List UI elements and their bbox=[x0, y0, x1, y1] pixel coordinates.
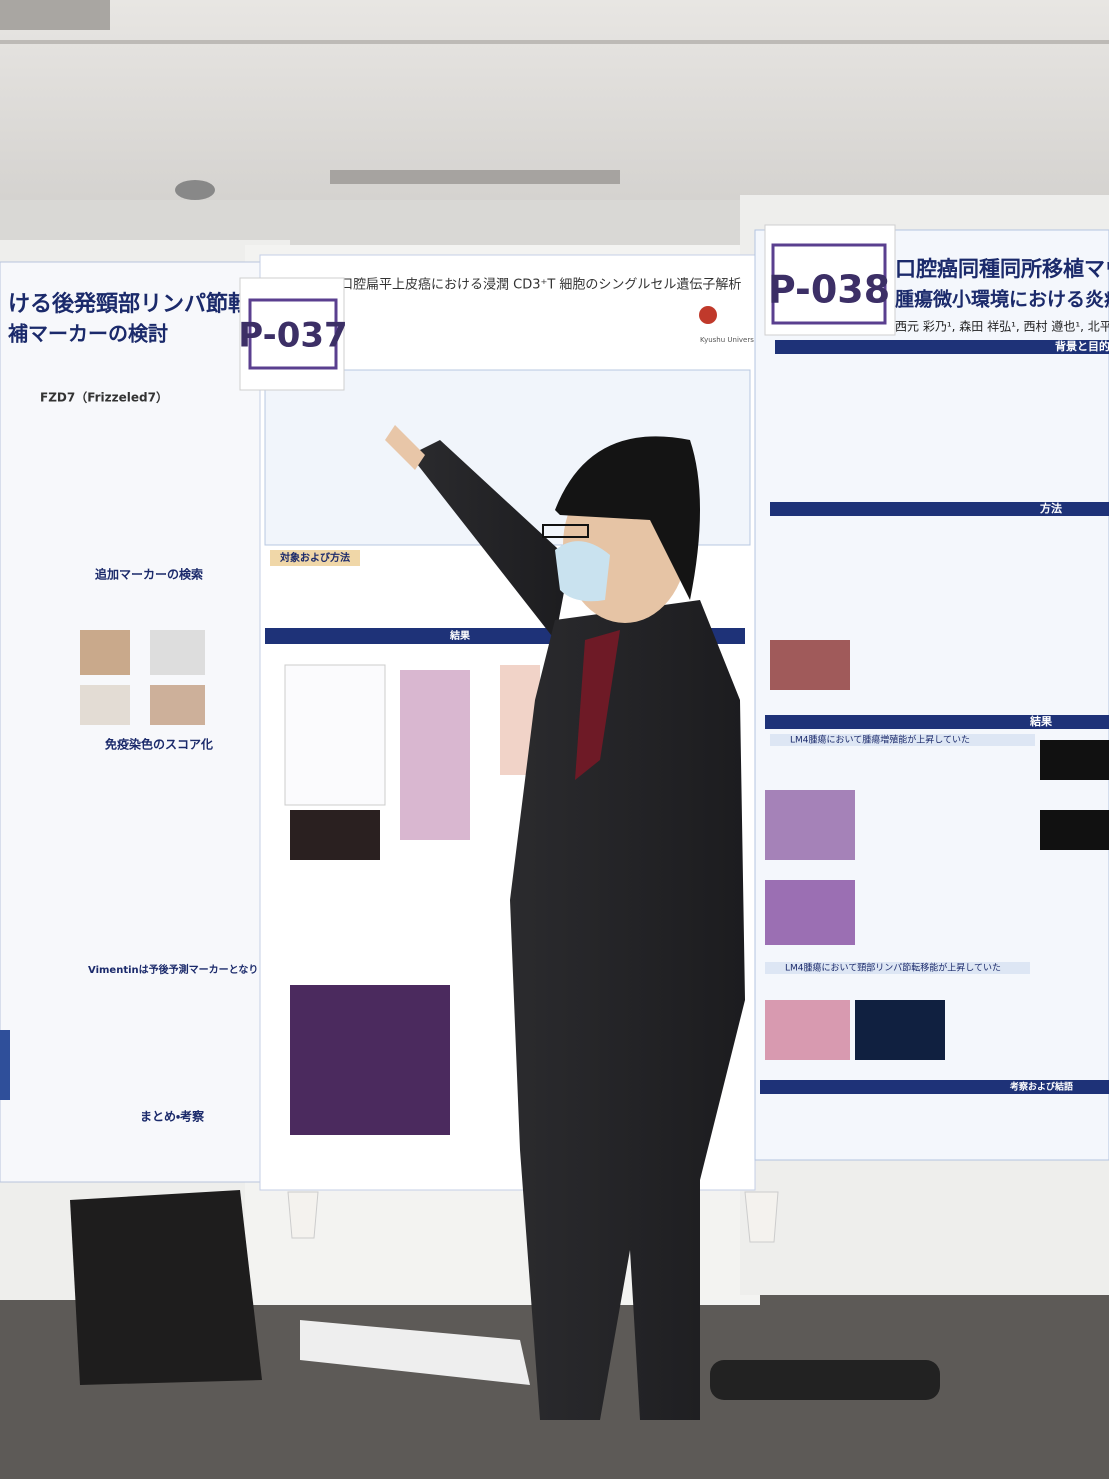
hand bbox=[385, 425, 425, 470]
logo bbox=[699, 306, 717, 324]
header-box bbox=[270, 550, 360, 566]
poster-title: 口腔癌同種同所移植マウスモデ bbox=[895, 257, 1109, 281]
figure bbox=[80, 685, 130, 725]
figure bbox=[770, 640, 850, 690]
header-bar bbox=[760, 1080, 1109, 1094]
figure bbox=[1040, 810, 1109, 850]
section-heading: 方法 bbox=[1040, 501, 1062, 515]
figure bbox=[150, 630, 205, 675]
subheader bbox=[765, 962, 1030, 974]
heatmap bbox=[400, 670, 470, 840]
mask bbox=[555, 541, 610, 602]
ceiling-line bbox=[0, 40, 1109, 44]
section-heading: 考察および結語 bbox=[1009, 1081, 1073, 1093]
sprinkler bbox=[175, 180, 215, 200]
cup bbox=[287, 1191, 319, 1239]
figure bbox=[0, 1030, 10, 1100]
affiliation: Kyushu University bbox=[700, 336, 763, 344]
section-heading: 免疫染色のスコア化 bbox=[104, 737, 213, 752]
poster-title: ける後発頸部リンパ節転移 bbox=[8, 291, 272, 317]
vent bbox=[330, 170, 620, 184]
poster-title: 口腔扁平上皮癌における浸潤 CD3⁺T 細胞のシングルセル遺伝子解析 bbox=[340, 278, 741, 293]
figure bbox=[290, 985, 450, 1135]
section-heading: LM4腫瘍において腫瘍増殖能が上昇していた bbox=[790, 734, 970, 746]
section-heading: まとめ・考察 bbox=[140, 1109, 204, 1124]
figure bbox=[80, 630, 130, 675]
arm bbox=[410, 440, 570, 640]
section-heading: 結果 bbox=[1029, 714, 1052, 728]
figure bbox=[855, 1000, 945, 1060]
figure bbox=[765, 1000, 850, 1060]
section-heading: 結果 bbox=[449, 629, 471, 642]
poster-number: P-037 bbox=[238, 316, 347, 356]
cup bbox=[744, 1191, 779, 1243]
poster-tube bbox=[300, 1320, 530, 1385]
section-heading: 追加マーカーの検索 bbox=[95, 567, 203, 582]
subheader bbox=[770, 734, 1035, 746]
tie bbox=[575, 630, 620, 780]
figure bbox=[1040, 740, 1109, 780]
label-frame bbox=[771, 243, 887, 325]
poster bbox=[0, 261, 286, 1183]
suit bbox=[510, 600, 745, 1420]
section-heading: 対象および方法 bbox=[279, 551, 350, 564]
figure bbox=[290, 810, 380, 860]
section-heading: LM4腫瘍において頸部リンパ節転移能が上昇していた bbox=[785, 962, 1001, 974]
poster-subtitle: 腫瘍微小環境における炎症性サ bbox=[895, 288, 1109, 311]
header-bar bbox=[775, 340, 1109, 354]
figure bbox=[765, 880, 855, 945]
poster-subtitle: 補マーカーの検討 bbox=[8, 322, 168, 346]
figure bbox=[150, 685, 205, 725]
section-heading: 背景と目的 bbox=[1055, 339, 1109, 353]
authors: 西元 彩乃¹, 森田 祥弘¹, 西村 遵也¹, 北平 有 bbox=[895, 319, 1109, 334]
section-heading: Vimentinは予後予測マーカーとなりうるか？ bbox=[88, 963, 298, 976]
light-fixture bbox=[0, 0, 110, 30]
hair bbox=[555, 436, 700, 600]
header-bar bbox=[765, 715, 1109, 729]
poster-number: P-038 bbox=[768, 268, 890, 312]
figure bbox=[284, 664, 386, 806]
glasses bbox=[542, 524, 589, 538]
label-card bbox=[239, 277, 345, 391]
section-heading: FZD7（Frizzeled7） bbox=[40, 390, 168, 405]
header-bar bbox=[770, 502, 1109, 516]
figure bbox=[765, 790, 855, 860]
label-frame bbox=[248, 298, 338, 370]
label-card bbox=[764, 224, 896, 336]
poster-tube bbox=[710, 1360, 940, 1400]
bag bbox=[70, 1190, 262, 1385]
